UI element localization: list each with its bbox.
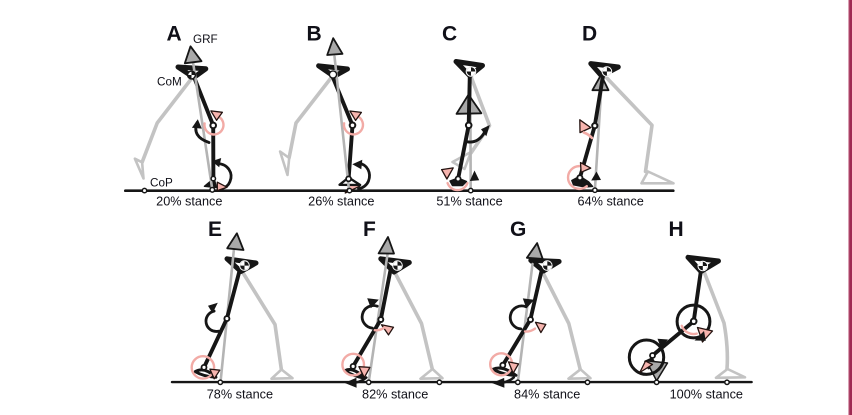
svg-text:A: A: [167, 23, 182, 46]
svg-text:E: E: [208, 218, 222, 241]
svg-text:26% stance: 26% stance: [308, 195, 374, 209]
svg-text:20% stance: 20% stance: [156, 195, 222, 209]
svg-text:C: C: [442, 23, 457, 46]
svg-text:84% stance: 84% stance: [514, 388, 580, 402]
svg-text:GRF: GRF: [193, 33, 218, 46]
svg-text:G: G: [510, 218, 526, 241]
svg-text:78% stance: 78% stance: [207, 388, 273, 402]
svg-text:100% stance: 100% stance: [670, 388, 743, 402]
svg-text:64% stance: 64% stance: [578, 195, 644, 209]
svg-text:51% stance: 51% stance: [436, 195, 502, 209]
svg-text:CoP: CoP: [150, 176, 173, 189]
svg-text:D: D: [582, 23, 597, 46]
svg-text:CoM: CoM: [157, 76, 182, 89]
svg-text:F: F: [363, 218, 376, 241]
svg-text:H: H: [669, 218, 684, 241]
svg-text:82% stance: 82% stance: [362, 388, 428, 402]
svg-text:B: B: [307, 23, 322, 46]
